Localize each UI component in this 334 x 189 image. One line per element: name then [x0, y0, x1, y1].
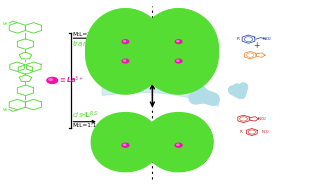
Circle shape — [177, 144, 179, 145]
Text: NH: NH — [3, 22, 8, 26]
Circle shape — [175, 143, 182, 147]
Polygon shape — [102, 85, 218, 106]
Circle shape — [123, 144, 126, 145]
Circle shape — [124, 60, 126, 61]
Circle shape — [122, 143, 129, 147]
Text: M:L=1:1: M:L=1:1 — [72, 123, 97, 128]
Text: NH: NH — [3, 108, 8, 112]
Text: +: + — [254, 41, 260, 50]
Circle shape — [122, 59, 129, 63]
Text: NO$_2$: NO$_2$ — [263, 35, 273, 43]
Circle shape — [49, 78, 52, 81]
Text: $\mathit{cis}$-L$^{RS}$: $\mathit{cis}$-L$^{RS}$ — [72, 109, 98, 121]
Text: R: R — [239, 130, 242, 134]
Text: NO$_2$: NO$_2$ — [257, 115, 267, 123]
Text: M:L=2:3: M:L=2:3 — [72, 32, 97, 37]
Text: $\equiv$La$^{3+}$: $\equiv$La$^{3+}$ — [58, 75, 85, 86]
Circle shape — [175, 59, 182, 63]
Circle shape — [177, 60, 179, 61]
Circle shape — [177, 40, 179, 42]
Text: R: R — [236, 37, 239, 41]
Circle shape — [122, 40, 129, 43]
Circle shape — [47, 77, 57, 83]
Text: $\mathit{trans}$-L$^{RS}$: $\mathit{trans}$-L$^{RS}$ — [72, 39, 107, 50]
Circle shape — [175, 40, 182, 43]
Circle shape — [124, 40, 126, 42]
Text: NO$_2$: NO$_2$ — [261, 128, 270, 136]
